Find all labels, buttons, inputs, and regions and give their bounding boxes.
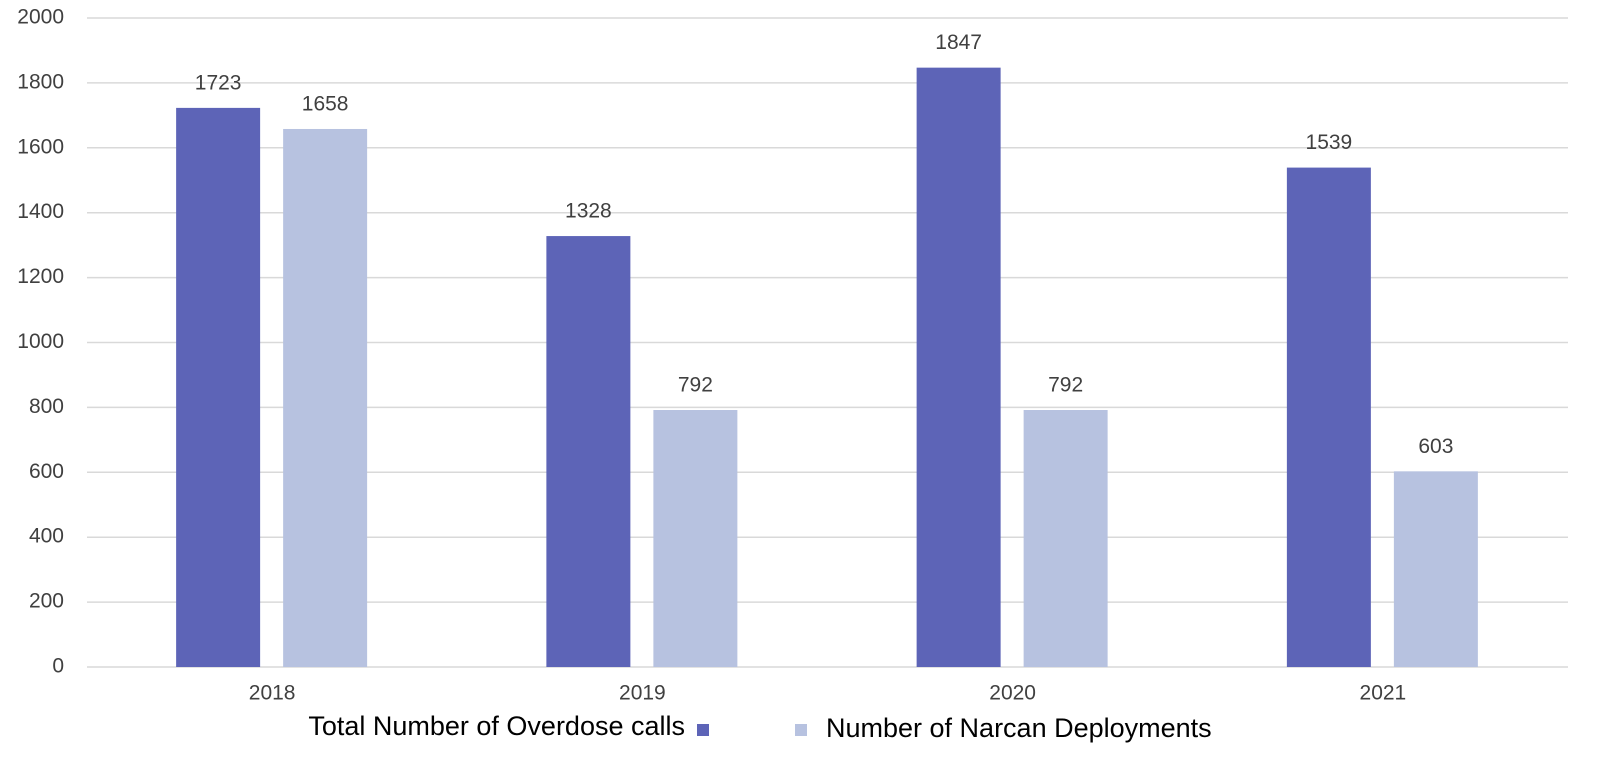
- bar: [1286, 167, 1371, 668]
- x-tick-label: 2021: [1360, 682, 1407, 705]
- data-label: 1723: [195, 71, 242, 94]
- y-tick-label: 1600: [17, 135, 64, 158]
- y-tick-label: 2000: [17, 6, 64, 29]
- y-tick-label: 200: [29, 590, 64, 613]
- bar: [176, 107, 261, 668]
- y-tick-label: 0: [52, 655, 64, 678]
- bar: [283, 128, 368, 667]
- data-label: 792: [1048, 374, 1083, 397]
- bar: [653, 409, 738, 667]
- data-label: 1658: [302, 93, 349, 116]
- data-label: 1847: [935, 31, 982, 54]
- x-tick-label: 2020: [989, 682, 1036, 705]
- x-tick-label: 2018: [249, 682, 296, 705]
- y-tick-label: 600: [29, 460, 64, 483]
- data-label: 1328: [565, 200, 612, 223]
- data-label: 792: [678, 374, 713, 397]
- legend-label: Number of Narcan Deployments: [826, 713, 1212, 743]
- bar: [1393, 471, 1478, 667]
- bar: [1023, 409, 1108, 667]
- y-tick-label: 400: [29, 525, 64, 548]
- legend-label: Total Number of Overdose calls: [308, 711, 685, 741]
- y-tick-label: 800: [29, 395, 64, 418]
- legend-swatch: [697, 724, 709, 736]
- y-tick-label: 1400: [17, 200, 64, 223]
- data-label: 1539: [1306, 131, 1353, 154]
- legend-swatch: [795, 724, 807, 736]
- bar: [546, 236, 631, 667]
- y-tick-label: 1200: [17, 265, 64, 288]
- x-tick-label: 2019: [619, 682, 666, 705]
- data-label: 603: [1418, 435, 1453, 458]
- y-tick-label: 1800: [17, 70, 64, 93]
- y-tick-label: 1000: [17, 330, 64, 353]
- bar: [916, 67, 1001, 667]
